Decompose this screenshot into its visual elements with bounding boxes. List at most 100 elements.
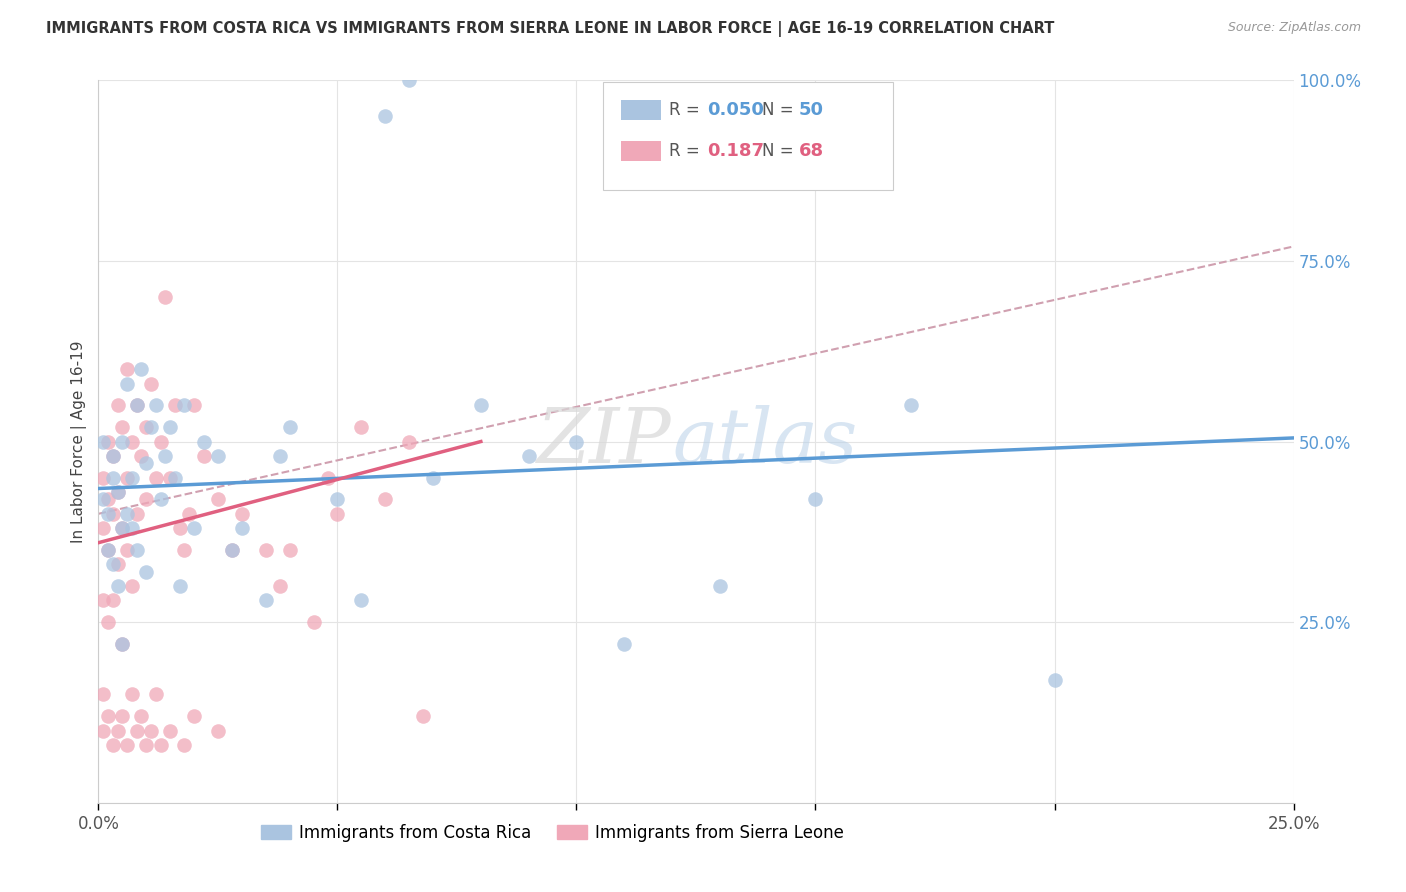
Point	[565, 434, 588, 449]
Point	[101, 593, 124, 607]
Point	[111, 434, 134, 449]
Text: R =: R =	[669, 142, 710, 160]
Point	[149, 492, 172, 507]
Point	[173, 542, 195, 557]
Point	[115, 507, 138, 521]
Text: 68: 68	[799, 142, 824, 160]
Point	[111, 709, 134, 723]
Point	[517, 449, 540, 463]
Point	[91, 521, 114, 535]
Point	[91, 434, 114, 449]
Point	[149, 738, 172, 752]
Point	[183, 521, 205, 535]
Point	[101, 449, 124, 463]
Point	[374, 110, 396, 124]
Point	[207, 449, 229, 463]
Point	[350, 420, 373, 434]
Point	[139, 723, 162, 738]
Point	[97, 709, 120, 723]
Point	[115, 470, 138, 484]
Point	[278, 420, 301, 434]
Point	[169, 521, 191, 535]
Point	[139, 420, 162, 434]
Point	[97, 615, 120, 630]
Point	[374, 492, 396, 507]
Point	[207, 492, 229, 507]
Text: N =: N =	[762, 101, 799, 119]
Point	[326, 492, 349, 507]
Point	[101, 449, 124, 463]
Point	[131, 709, 153, 723]
Point	[121, 521, 143, 535]
Point	[183, 398, 205, 412]
Point	[159, 470, 181, 484]
Text: 0.187: 0.187	[707, 142, 765, 160]
Point	[254, 542, 277, 557]
Point	[97, 507, 120, 521]
Point	[269, 579, 291, 593]
Point	[183, 709, 205, 723]
Point	[125, 398, 148, 412]
Text: atlas: atlas	[672, 405, 858, 478]
Point	[163, 398, 186, 412]
Legend: Immigrants from Costa Rica, Immigrants from Sierra Leone: Immigrants from Costa Rica, Immigrants f…	[254, 817, 851, 848]
Point	[804, 492, 827, 507]
Point	[121, 579, 143, 593]
Point	[207, 723, 229, 738]
Point	[470, 398, 492, 412]
Point	[221, 542, 243, 557]
Point	[115, 542, 138, 557]
Point	[135, 420, 157, 434]
Point	[149, 434, 172, 449]
Point	[145, 687, 167, 701]
Point	[131, 449, 153, 463]
Point	[145, 398, 167, 412]
Point	[316, 470, 339, 484]
Point	[135, 565, 157, 579]
Point	[101, 738, 124, 752]
Point	[1043, 673, 1066, 687]
Point	[125, 398, 148, 412]
Point	[121, 687, 143, 701]
Point	[97, 542, 120, 557]
Point	[159, 723, 181, 738]
Text: 0.050: 0.050	[707, 101, 763, 119]
Point	[115, 362, 138, 376]
Point	[91, 492, 114, 507]
Point	[101, 558, 124, 572]
Point	[173, 398, 195, 412]
Text: ZIP: ZIP	[537, 405, 672, 478]
Point	[121, 470, 143, 484]
Point	[269, 449, 291, 463]
Point	[115, 376, 138, 391]
Point	[135, 492, 157, 507]
Point	[139, 376, 162, 391]
Point	[97, 434, 120, 449]
Point	[173, 738, 195, 752]
Point	[169, 579, 191, 593]
Point	[302, 615, 325, 630]
Point	[111, 637, 134, 651]
Point	[111, 521, 134, 535]
Point	[163, 470, 186, 484]
Point	[107, 485, 129, 500]
Point	[709, 579, 731, 593]
Point	[231, 521, 253, 535]
Point	[125, 542, 148, 557]
Point	[422, 470, 444, 484]
Point	[179, 507, 201, 521]
Point	[412, 709, 434, 723]
Point	[107, 398, 129, 412]
Point	[111, 637, 134, 651]
Text: 50: 50	[799, 101, 824, 119]
Point	[97, 492, 120, 507]
Point	[193, 434, 215, 449]
Point	[326, 507, 349, 521]
Point	[121, 434, 143, 449]
Y-axis label: In Labor Force | Age 16-19: In Labor Force | Age 16-19	[72, 340, 87, 543]
Point	[350, 593, 373, 607]
Point	[155, 449, 177, 463]
Point	[101, 507, 124, 521]
Point	[107, 723, 129, 738]
Text: IMMIGRANTS FROM COSTA RICA VS IMMIGRANTS FROM SIERRA LEONE IN LABOR FORCE | AGE : IMMIGRANTS FROM COSTA RICA VS IMMIGRANTS…	[46, 21, 1054, 37]
